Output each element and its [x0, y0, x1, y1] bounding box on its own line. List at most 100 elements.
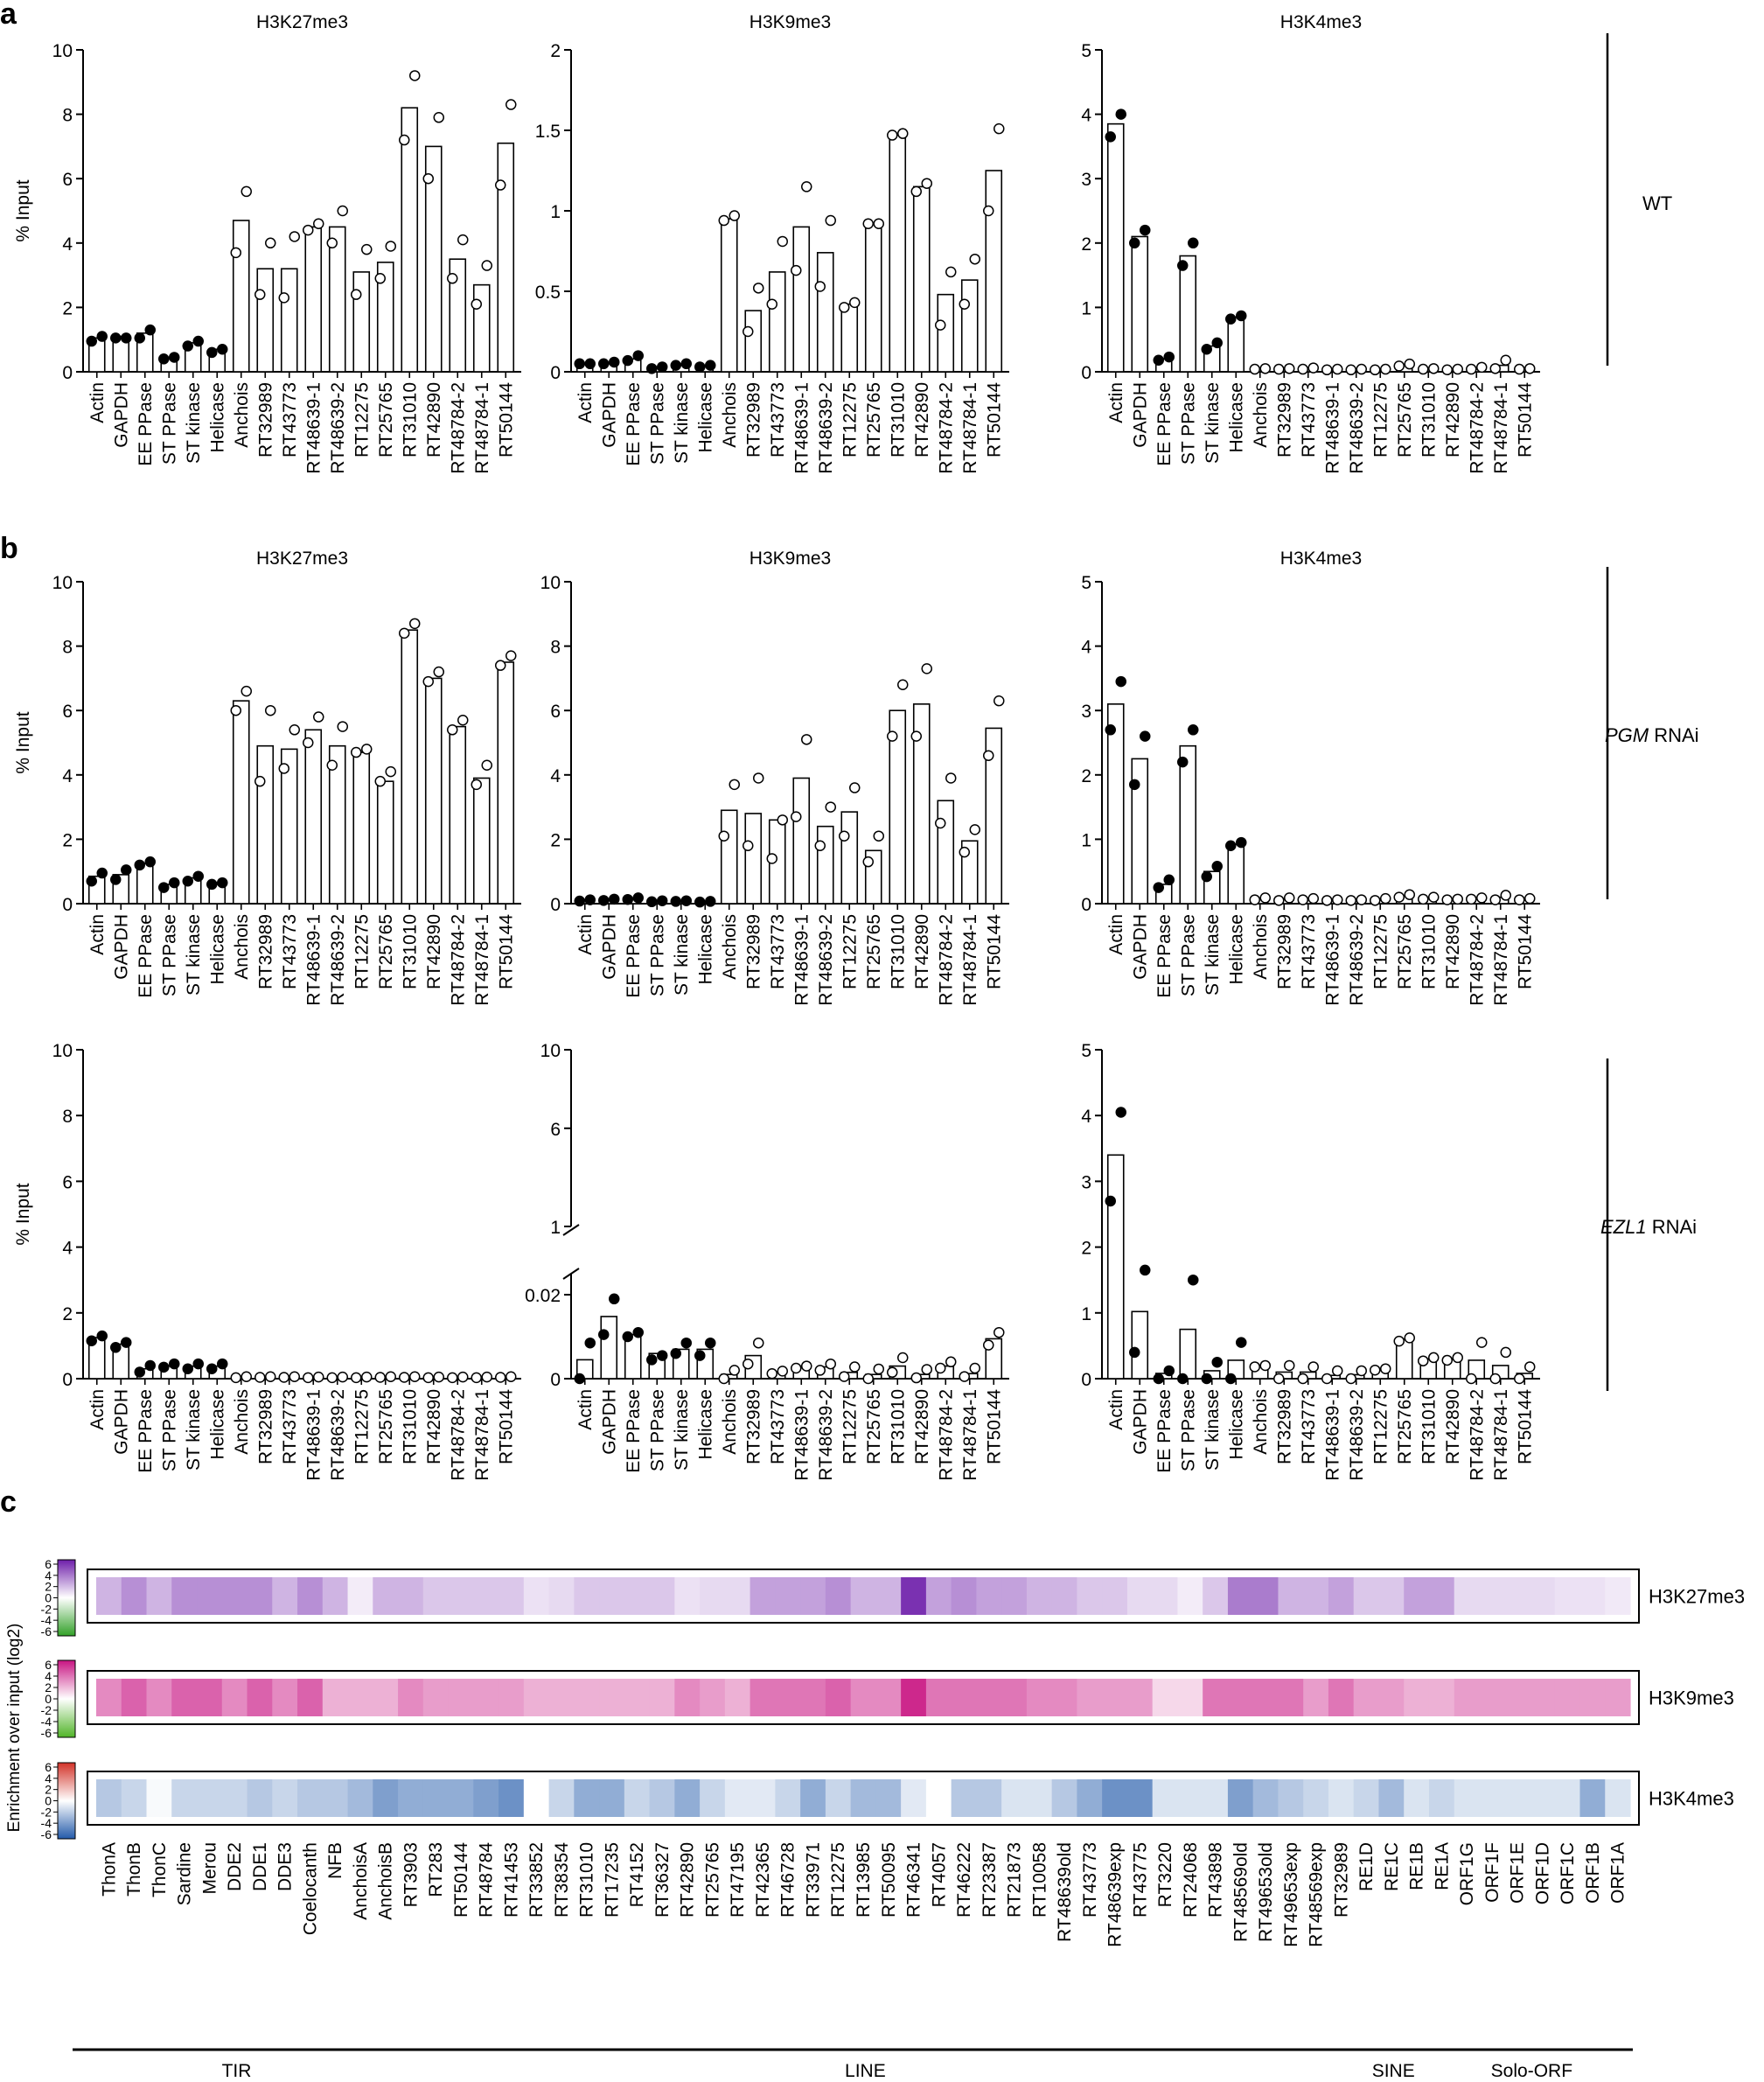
heatmap-cell [1605, 1679, 1631, 1716]
heatmap-cell [850, 1779, 876, 1817]
heatmap-cell [1126, 1577, 1154, 1615]
data-point [1441, 364, 1453, 376]
colorbar-tick-label: -2 [41, 1805, 52, 1819]
heatmap-cell [373, 1577, 399, 1615]
heatmap-category-label: RT43898 [1206, 1842, 1226, 1918]
data-point [158, 353, 170, 365]
bar [1106, 122, 1125, 373]
heatmap-category-label: RT33971 [803, 1842, 823, 1918]
data-point [409, 70, 421, 81]
data-point [729, 1365, 740, 1376]
data-point [873, 1363, 884, 1375]
heatmap-category-label: RT23387 [980, 1842, 1000, 1918]
data-point [705, 1337, 716, 1349]
heatmap-cell [347, 1779, 373, 1817]
heatmap-cell [247, 1779, 273, 1817]
data-point [873, 218, 884, 229]
heatmap-cell [775, 1679, 801, 1716]
data-point [385, 241, 396, 252]
heatmap-cell [1303, 1779, 1329, 1817]
data-point [609, 893, 620, 905]
y-tick-label: 0 [62, 895, 73, 915]
category-label: ST PPase [647, 1389, 667, 1471]
category-label: RT48639-1 [791, 914, 812, 1006]
data-point [584, 358, 596, 370]
data-point [471, 1372, 482, 1384]
category-label: EE PPase [624, 1389, 644, 1473]
colorbar-tick-label: 4 [45, 1669, 52, 1683]
heatmap-cell [649, 1779, 675, 1817]
bar [792, 777, 811, 905]
data-point [471, 298, 482, 310]
data-point [945, 266, 957, 278]
y-tick-label: 10 [52, 41, 73, 61]
category-label: RT12275 [840, 1389, 860, 1464]
heatmap-cell [1077, 1577, 1103, 1615]
heatmap-cell [1454, 1779, 1481, 1817]
heatmap-cell [1026, 1679, 1053, 1716]
data-point [574, 358, 585, 370]
category-label: ST PPase [159, 914, 179, 996]
data-point [670, 1347, 681, 1359]
colorbar-tick-label: 2 [45, 1783, 52, 1797]
data-point [969, 824, 980, 835]
y-tick-label: 3 [1081, 170, 1091, 190]
colorbar [57, 1762, 76, 1840]
heatmap-cell [1126, 1779, 1154, 1817]
heatmap-cell [1203, 1577, 1229, 1615]
category-label: ST kinase [184, 382, 204, 464]
heatmap-cell [724, 1577, 751, 1615]
data-point [1188, 724, 1199, 736]
data-point [729, 210, 740, 221]
heatmap-cell [925, 1779, 952, 1817]
heatmap-cell [1605, 1577, 1631, 1615]
category-label: GAPDH [111, 382, 131, 448]
category-label: RT12275 [1370, 382, 1391, 458]
heatmap-cell [448, 1779, 474, 1817]
y-tick-label: 2 [1081, 234, 1091, 255]
data-point [241, 685, 252, 697]
data-point [1225, 313, 1237, 325]
bar [424, 677, 443, 905]
heatmap-cell [272, 1577, 298, 1615]
heatmap-cell [448, 1679, 474, 1716]
category-label: RT50144 [496, 1389, 516, 1464]
data-point [646, 1354, 658, 1366]
category-label: ST PPase [1178, 382, 1198, 465]
category-label: RT48784-1 [1491, 1389, 1511, 1481]
heatmap-cell [422, 1779, 450, 1817]
category-label: RT31010 [400, 914, 420, 989]
data-point [278, 1372, 289, 1383]
data-point [1370, 1364, 1381, 1376]
heatmap-category-label: RT41453 [501, 1842, 521, 1918]
heatmap-cell [599, 1577, 625, 1615]
data-point [1524, 363, 1536, 374]
heatmap-cell [1227, 1779, 1254, 1817]
heatmap-cell [599, 1779, 625, 1817]
bar [816, 825, 834, 905]
heatmap-category-label: RT36327 [652, 1842, 673, 1918]
data-point [374, 1372, 386, 1383]
data-point [862, 856, 874, 868]
data-point [278, 292, 289, 304]
heatmap-category-label: RE1D [1356, 1842, 1377, 1891]
heatmap-cell [1378, 1577, 1405, 1615]
y-axis-label: % Input [13, 1183, 33, 1245]
category-label: RT12275 [1370, 914, 1391, 989]
heatmap-cell [1328, 1577, 1355, 1615]
heatmap-category-label: RT24068 [1181, 1842, 1201, 1918]
bar [889, 132, 907, 373]
category-label: RT48784-2 [936, 914, 956, 1006]
y-tick-label: 6 [62, 1172, 73, 1192]
data-point [206, 346, 218, 359]
data-point [1476, 1337, 1488, 1348]
colorbar-tick-label: -4 [41, 1613, 52, 1627]
heatmap-cell [1504, 1679, 1530, 1716]
colorbar-tick-label: -4 [41, 1715, 52, 1729]
category-label: Helicase [695, 382, 715, 453]
heatmap-cell [951, 1679, 977, 1716]
data-point [433, 666, 444, 678]
heatmap-cell [825, 1577, 852, 1615]
heatmap-cell [649, 1577, 675, 1615]
